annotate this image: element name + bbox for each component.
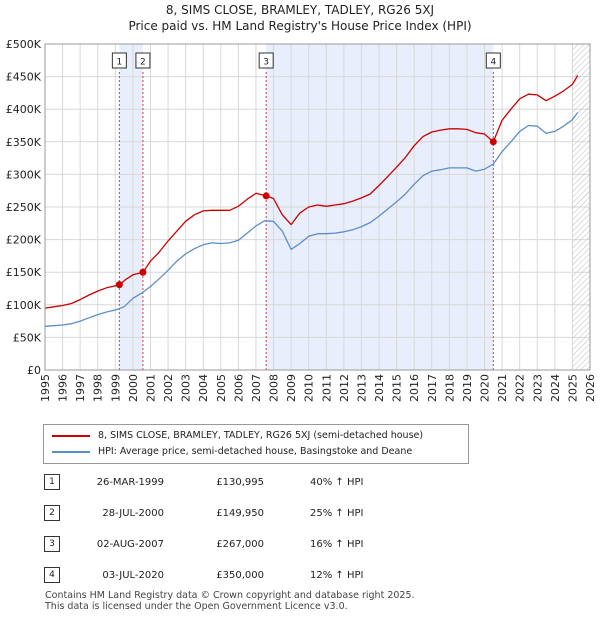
x-tick-label: 1999: [109, 374, 122, 402]
x-tick-label: 2018: [443, 374, 456, 402]
sale-date: 28-JUL-2000: [102, 508, 164, 519]
y-tick-label: £250K: [6, 201, 42, 214]
x-tick-label: 2014: [373, 374, 386, 402]
y-tick-label: £450K: [6, 71, 42, 84]
chart-subtitle: Price paid vs. HM Land Registry's House …: [128, 19, 472, 33]
sale-point: [489, 138, 497, 146]
sale-number-label: 1: [116, 58, 122, 68]
chart-legend: 8, SIMS CLOSE, BRAMLEY, TADLEY, RG26 5XJ…: [43, 424, 469, 464]
y-tick-label: £400K: [6, 103, 42, 116]
legend-label-hpi: HPI: Average price, semi-detached house,…: [98, 446, 413, 457]
x-tick-label: 2015: [391, 374, 404, 402]
sale-price: £130,995: [216, 477, 264, 488]
hpi-series-line: [45, 112, 579, 327]
x-tick-label: 2024: [549, 374, 562, 402]
x-tick-label: 2007: [250, 374, 263, 402]
table-row: 2 28-JUL-2000 £149,950 25% ↑ HPI: [0, 505, 600, 523]
x-tick-label: 2017: [426, 374, 439, 402]
sale-number-label: 2: [140, 58, 146, 68]
sale-point: [139, 268, 147, 276]
sale-price: £350,000: [216, 570, 264, 581]
y-tick-label: £100K: [6, 299, 42, 312]
sale-point: [262, 192, 270, 200]
price-chart: 1 2 3 4 £0 £50K £100K £150K £200K £250K £300K £350…: [6, 38, 597, 402]
footer-copyright: Contains HM Land Registry data © Crown c…: [45, 590, 415, 601]
y-tick-label: £500K: [6, 38, 42, 51]
x-tick-label: 2016: [408, 374, 421, 402]
legend-swatch-hpi: [52, 450, 90, 453]
sale-number-box: 3: [44, 536, 60, 552]
x-tick-label: 2004: [197, 374, 210, 402]
sale-hpi-change: 40% ↑ HPI: [310, 477, 364, 488]
x-tick-label: 2000: [127, 374, 140, 402]
y-tick-label: £350K: [6, 136, 42, 149]
legend-item-property: 8, SIMS CLOSE, BRAMLEY, TADLEY, RG26 5XJ…: [52, 429, 423, 443]
x-tick-label: 2013: [355, 374, 368, 402]
sale-date: 02-AUG-2007: [96, 539, 164, 550]
legend-item-hpi: HPI: Average price, semi-detached house,…: [52, 445, 412, 459]
sale-date: 03-JUL-2020: [102, 570, 164, 581]
x-tick-label: 2026: [584, 374, 597, 402]
table-row: 3 02-AUG-2007 £267,000 16% ↑ HPI: [0, 536, 600, 554]
x-tick-label: 2012: [338, 374, 351, 402]
sale-number-box: [485, 52, 501, 69]
forecast-hatch: [572, 44, 590, 370]
table-row: 4 03-JUL-2020 £350,000 12% ↑ HPI: [0, 567, 600, 585]
sale-number-box: [111, 52, 127, 69]
x-tick-label: 2019: [461, 374, 474, 402]
property-series-line: [45, 74, 579, 309]
sale-hpi-change: 12% ↑ HPI: [310, 570, 364, 581]
legend-label-property: 8, SIMS CLOSE, BRAMLEY, TADLEY, RG26 5XJ…: [98, 430, 424, 441]
x-tick-label: 2022: [514, 374, 527, 402]
footer-notice: Contains HM Land Registry data © Crown c…: [45, 590, 415, 612]
x-tick-label: 2001: [144, 374, 157, 402]
y-tick-label: £50K: [13, 331, 42, 344]
y-tick-label: £300K: [6, 168, 42, 181]
x-tick-label: 1996: [57, 374, 70, 402]
sale-number-label: 3: [263, 58, 269, 68]
x-tick-label: 1997: [74, 374, 87, 402]
x-tick-label: 2021: [496, 374, 509, 402]
sale-date: 26-MAR-1999: [96, 477, 164, 488]
sale-number-label: 4: [490, 58, 496, 68]
x-tick-label: 2008: [268, 374, 281, 402]
sale-number-box: [258, 52, 274, 69]
legend-swatch-property: [52, 434, 90, 437]
sale-price: £149,950: [216, 508, 264, 519]
x-tick-label: 2006: [232, 374, 245, 402]
sale-hpi-change: 16% ↑ HPI: [310, 539, 364, 550]
y-tick-label: £0: [27, 364, 41, 377]
x-tick-label: 2023: [531, 374, 544, 402]
sale-number-box: 2: [44, 505, 60, 521]
x-tick-label: 2025: [566, 374, 579, 402]
sale-number-box: [135, 52, 151, 69]
plot-border: [44, 43, 591, 371]
x-tick-label: 2010: [303, 374, 316, 402]
footer-license: This data is licensed under the Open Gov…: [45, 601, 348, 612]
x-tick-label: 2002: [162, 374, 175, 402]
sale-hpi-change: 25% ↑ HPI: [310, 508, 364, 519]
x-tick-label: 2011: [320, 374, 333, 402]
x-tick-label: 2005: [215, 374, 228, 402]
x-tick-label: 1995: [39, 374, 52, 402]
table-row: 1 26-MAR-1999 £130,995 40% ↑ HPI: [0, 474, 600, 492]
x-tick-label: 2003: [180, 374, 193, 402]
sale-number-box: 1: [44, 474, 60, 490]
x-tick-label: 1998: [92, 374, 105, 402]
x-tick-label: 2009: [285, 374, 298, 402]
x-tick-label: 2020: [479, 374, 492, 402]
chart-title: 8, SIMS CLOSE, BRAMLEY, TADLEY, RG26 5XJ: [165, 3, 435, 17]
sale-price: £267,000: [216, 539, 264, 550]
y-tick-label: £200K: [6, 234, 42, 247]
y-tick-label: £150K: [6, 266, 42, 279]
sale-number-box: 4: [44, 567, 60, 583]
sale-point: [115, 281, 123, 289]
